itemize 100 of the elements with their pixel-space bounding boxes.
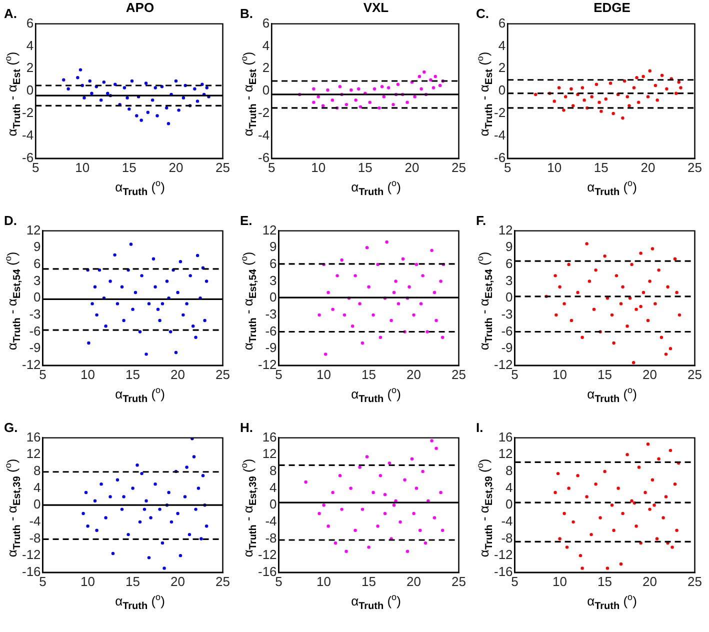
y-tick-label: -12	[258, 356, 277, 372]
y-tick-label: 12	[498, 446, 513, 462]
x-tick-label: 15	[126, 366, 140, 382]
y-tick-label: -9	[501, 340, 513, 356]
x-axis-title: α$_{Truth}$ ($^{o}$)	[350, 178, 402, 198]
y-tick-label: -12	[22, 547, 41, 562]
x-tick-label: 20	[170, 366, 186, 382]
y-tick-label: -3	[265, 306, 277, 322]
y-tick-label: -12	[494, 547, 513, 562]
y-tick-label: 0	[26, 82, 34, 98]
y-tick-label: 6	[262, 15, 270, 30]
y-tick-label: 8	[34, 463, 41, 478]
x-tick-label: 10	[547, 160, 562, 175]
y-tick-label: -8	[265, 530, 277, 546]
x-axis-title: α$_{Truth}$ ($^{o}$)	[586, 385, 638, 405]
x-axis-title: α$_{Truth}$ ($^{o}$)	[586, 592, 638, 612]
x-tick-label: 25	[688, 574, 702, 589]
x-tick-label: 15	[362, 366, 376, 382]
y-tick-label: 3	[270, 272, 277, 288]
x-tick-label: 5	[39, 574, 46, 589]
y-tick-label: 4	[506, 480, 513, 495]
x-tick-label: 25	[452, 366, 466, 382]
x-axis-title: α$_{Truth}$ ($^{o}$)	[114, 592, 166, 612]
chart-title: VXL	[362, 0, 390, 15]
x-tick-label: 20	[406, 574, 422, 589]
x-tick-label: 25	[216, 366, 230, 382]
x-tick-label: 15	[598, 574, 612, 589]
y-tick-label: -12	[22, 356, 41, 372]
y-tick-label: 2	[26, 60, 34, 76]
y-tick-label: -12	[258, 547, 277, 562]
y-tick-label: -4	[22, 128, 34, 143]
x-tick-label: 5	[268, 160, 276, 175]
y-tick-label: 16	[26, 429, 41, 444]
y-tick-label: -16	[494, 564, 513, 579]
y-tick-label: 8	[506, 463, 513, 478]
x-tick-label: 20	[406, 366, 422, 382]
text: B.	[240, 6, 253, 21]
y-tick-label: 6	[34, 256, 41, 272]
y-tick-label: -4	[258, 128, 270, 143]
x-tick-label: 5	[275, 366, 282, 382]
y-tick-label: -4	[29, 514, 41, 529]
y-tick-label: 0	[506, 290, 513, 305]
y-tick-label: -9	[29, 340, 41, 356]
y-tick-label: -9	[265, 340, 277, 356]
text: A.	[4, 6, 17, 21]
y-tick-label: -12	[494, 356, 513, 372]
y-tick-label: 6	[270, 256, 277, 272]
x-tick-label: 5	[275, 574, 282, 589]
y-tick-label: -2	[494, 105, 506, 120]
x-axis-title: α$_{Truth}$ ($^{o}$)	[350, 385, 402, 405]
x-tick-label: 10	[316, 574, 332, 589]
x-tick-label: 25	[452, 160, 466, 175]
x-tick-label: 5	[504, 160, 512, 175]
y-tick-label: 12	[498, 222, 513, 238]
y-tick-label: -4	[265, 514, 277, 529]
x-axis-title: α$_{Truth}$ ($^{o}$)	[350, 592, 402, 612]
y-tick-label: 9	[506, 239, 513, 254]
x-tick-label: 20	[642, 366, 658, 382]
x-tick-label: 15	[362, 574, 376, 589]
y-tick-label: -6	[494, 150, 506, 165]
y-tick-label: -3	[29, 306, 41, 322]
y-tick-label: -16	[258, 564, 277, 579]
x-tick-label: 25	[688, 366, 702, 382]
y-tick-label: 0	[498, 82, 506, 98]
y-tick-label: -8	[501, 530, 513, 546]
y-tick-label: 6	[26, 15, 34, 30]
y-tick-label: 0	[34, 496, 41, 512]
y-tick-label: 0	[270, 496, 277, 512]
text: I.	[476, 420, 484, 435]
x-tick-label: 20	[642, 574, 658, 589]
text: G.	[4, 420, 18, 435]
y-tick-label: -4	[501, 514, 513, 529]
y-tick-label: 16	[262, 429, 277, 444]
y-tick-label: 9	[270, 239, 277, 254]
x-tick-label: 10	[80, 574, 96, 589]
y-tick-label: -16	[22, 564, 41, 579]
y-tick-label: 12	[262, 222, 277, 238]
x-tick-label: 10	[80, 366, 96, 382]
y-tick-label: 12	[26, 222, 41, 238]
y-tick-label: 8	[270, 463, 277, 478]
x-tick-label: 25	[688, 160, 702, 175]
x-tick-label: 15	[358, 160, 372, 175]
text: E.	[240, 213, 252, 228]
x-tick-label: 5	[39, 366, 46, 382]
y-tick-label: 9	[34, 239, 41, 254]
y-tick-label: 6	[498, 15, 506, 30]
y-tick-label: -6	[29, 323, 41, 338]
x-tick-label: 10	[316, 366, 332, 382]
text: D.	[4, 213, 17, 228]
y-tick-label: -4	[494, 128, 506, 143]
x-axis-title: α$_{Truth}$ ($^{o}$)	[114, 178, 166, 198]
y-tick-label: 2	[262, 60, 270, 76]
x-tick-label: 25	[216, 574, 230, 589]
x-axis-title: α$_{Truth}$ ($^{o}$)	[586, 178, 638, 198]
y-tick-label: -3	[501, 306, 513, 322]
x-tick-label: 20	[404, 160, 420, 175]
x-tick-label: 5	[511, 366, 518, 382]
y-tick-label: 0	[270, 290, 277, 305]
text: C.	[476, 6, 489, 21]
y-tick-label: 4	[34, 480, 41, 495]
